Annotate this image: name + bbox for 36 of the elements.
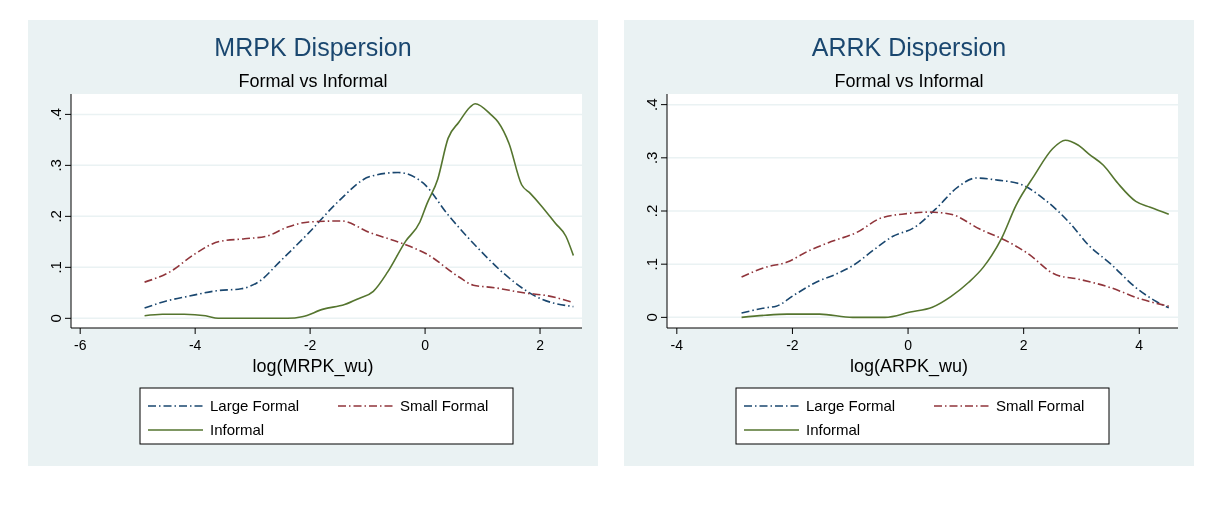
y-tick-label: 0 bbox=[643, 313, 660, 322]
x-tick-label: -2 bbox=[303, 337, 317, 353]
y-tick-label: .1 bbox=[47, 261, 64, 274]
y-tick-label: .1 bbox=[643, 257, 660, 271]
y-tick-label: .4 bbox=[643, 98, 660, 111]
x-tick-label: -4 bbox=[670, 337, 684, 353]
line-series bbox=[740, 211, 1170, 307]
x-tick-label: 2 bbox=[536, 337, 545, 353]
line-series bbox=[143, 102, 575, 320]
y-tick-label: .3 bbox=[643, 151, 660, 165]
x-tick-label: -6 bbox=[73, 337, 87, 353]
chart-subtitle: Formal vs Informal bbox=[834, 71, 984, 91]
x-axis-title: log(ARPK_wu) bbox=[849, 356, 969, 377]
legend-label: Large Formal bbox=[806, 397, 896, 414]
y-tick-label: .3 bbox=[47, 159, 64, 172]
y-tick-label: .2 bbox=[47, 210, 64, 223]
x-tick-label: 0 bbox=[421, 337, 430, 353]
legend-label: Large Formal bbox=[210, 397, 300, 414]
legend-label: Small Formal bbox=[996, 397, 1085, 414]
chart-subtitle: Formal vs Informal bbox=[238, 71, 388, 91]
line-series bbox=[740, 177, 1170, 314]
x-tick-label: 2 bbox=[1019, 337, 1028, 353]
legend-label: Informal bbox=[210, 421, 265, 438]
x-axis-title: log(MRPK_wu) bbox=[252, 356, 374, 377]
legend-label: Small Formal bbox=[400, 397, 489, 414]
chart-title: MRPK Dispersion bbox=[214, 33, 412, 61]
chart-title: ARRK Dispersion bbox=[811, 33, 1007, 61]
line-series bbox=[740, 139, 1170, 319]
x-tick-label: -4 bbox=[188, 337, 202, 353]
legend-label: Informal bbox=[806, 421, 861, 438]
x-tick-label: 0 bbox=[904, 337, 913, 353]
y-tick-label: .4 bbox=[47, 108, 64, 121]
y-tick-label: .2 bbox=[643, 204, 660, 218]
y-tick-label: 0 bbox=[47, 314, 64, 323]
x-tick-label: 4 bbox=[1135, 337, 1144, 353]
x-tick-label: -2 bbox=[786, 337, 799, 353]
